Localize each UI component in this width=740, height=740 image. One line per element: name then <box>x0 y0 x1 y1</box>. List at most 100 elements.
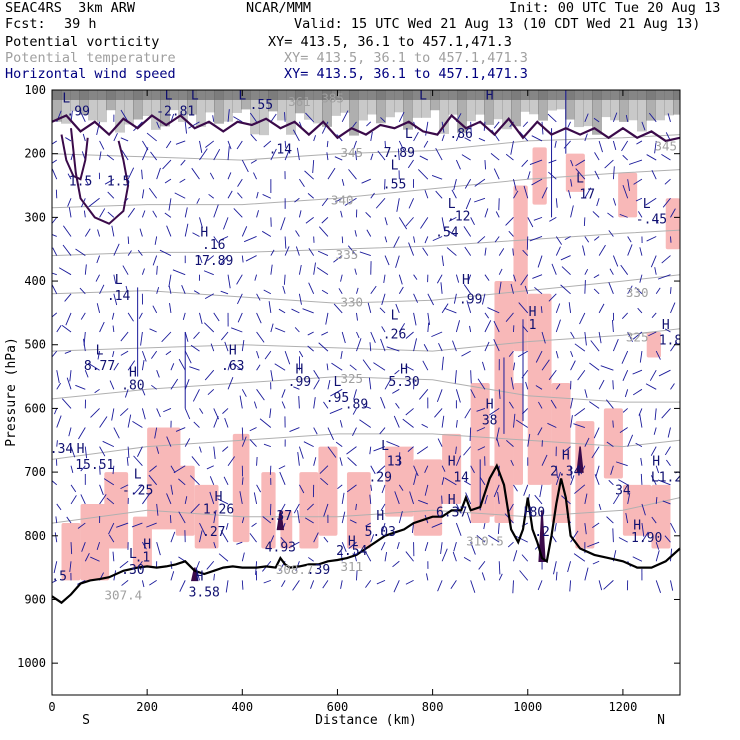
wind-speed-shade <box>603 408 623 479</box>
wind-speed-shade <box>346 472 371 549</box>
wind-vector <box>61 325 72 333</box>
pv-shade-cell <box>610 90 620 121</box>
wind-vector <box>137 446 143 457</box>
wind-vector <box>570 159 574 167</box>
wind-vector <box>353 389 357 400</box>
pv-shade-cell <box>124 90 134 125</box>
wind-vector <box>107 211 115 218</box>
wind-vector <box>422 360 429 371</box>
extrema-label: 4.93 <box>265 541 296 556</box>
wind-vector <box>574 408 586 417</box>
extrema-label: .54 <box>435 225 459 240</box>
wind-vector <box>195 567 200 581</box>
wind-speed-shade <box>513 382 523 485</box>
wind-vector <box>376 465 386 474</box>
wind-vector <box>317 250 329 256</box>
wind-vector <box>125 285 129 294</box>
wind-vector <box>227 172 232 180</box>
wind-vector <box>570 415 573 428</box>
wind-vector <box>141 210 146 218</box>
wind-vector <box>96 255 100 264</box>
extrema-label: 13 <box>387 455 403 470</box>
wind-vector <box>359 251 371 257</box>
wind-vector <box>418 499 429 505</box>
wind-vector <box>166 225 172 237</box>
wind-vector <box>655 350 661 360</box>
wind-vector <box>193 290 200 295</box>
extrema-label: L <box>129 547 137 562</box>
wind-vector <box>568 302 572 313</box>
wind-vector <box>58 267 72 276</box>
wind-vector <box>568 190 572 199</box>
wind-vector <box>270 264 273 275</box>
wind-vector <box>612 166 615 180</box>
wind-vector <box>88 197 100 208</box>
extrema-label: -2.81 <box>156 104 195 119</box>
wind-vector <box>598 580 603 591</box>
wind-vector <box>427 293 434 306</box>
wind-vector <box>349 519 357 524</box>
wind-vector <box>550 399 557 409</box>
wind-vector <box>423 140 429 148</box>
wind-vector <box>618 479 628 486</box>
extrema-label: L <box>165 89 173 104</box>
wind-vector <box>655 287 661 295</box>
wind-vector <box>222 446 229 452</box>
wind-vector <box>612 420 614 428</box>
wind-vector <box>263 579 272 584</box>
wind-vector <box>632 388 643 396</box>
pv-contours <box>52 113 680 582</box>
wind-vector <box>453 542 457 552</box>
theta-label: 330 <box>340 295 363 310</box>
wind-vector <box>152 255 158 266</box>
wind-vector <box>140 331 143 346</box>
wind-vector <box>133 484 143 495</box>
wind-speed-shade <box>665 198 680 250</box>
wind-vector <box>256 191 259 199</box>
wind-vector <box>188 121 200 129</box>
init-time: Init: 00 UTC Tue 20 Aug 13 <box>509 0 721 16</box>
wind-vector <box>313 397 316 409</box>
wind-vector <box>141 268 145 275</box>
wind-vector <box>209 491 215 505</box>
wind-vector <box>670 580 674 591</box>
wind-vector <box>137 249 143 256</box>
wind-vector <box>99 151 102 161</box>
extrema-label: .55 <box>383 178 406 193</box>
x-tick-label: 200 <box>136 700 158 714</box>
wind-vector <box>381 326 386 333</box>
wind-speed-shade <box>147 427 181 530</box>
isentrope-330 <box>52 274 680 304</box>
wind-vector <box>654 140 657 154</box>
y-tick-label: 200 <box>24 147 46 161</box>
wind-vector <box>464 480 471 486</box>
wind-vector <box>359 419 372 428</box>
wind-vector <box>166 436 172 447</box>
wind-vector <box>425 121 429 136</box>
wind-vector <box>241 517 245 524</box>
wind-vector <box>466 300 472 314</box>
wind-vector <box>281 580 286 588</box>
wind-vector <box>493 484 500 498</box>
wind-vector <box>529 236 543 242</box>
valid-time: Valid: 15 UTC Wed 21 Aug 13 (10 CDT Wed … <box>294 16 701 32</box>
wind-vector <box>204 369 215 381</box>
wind-vector <box>574 484 586 494</box>
wind-vector <box>256 350 260 359</box>
wind-vector <box>288 541 300 549</box>
wind-vector <box>424 190 429 199</box>
extrema-label: L <box>419 89 427 104</box>
wind-vector <box>615 461 628 467</box>
wind-vector <box>284 150 290 161</box>
wind-vector <box>56 324 62 333</box>
wind-speed-shade <box>385 446 414 517</box>
wind-vector <box>112 325 115 333</box>
extrema-label: 15.51 <box>75 458 114 473</box>
wind-vector <box>381 484 386 494</box>
pv-shade-cell <box>133 90 143 120</box>
wind-vector <box>612 140 617 151</box>
wind-vector <box>508 230 514 237</box>
wind-vector <box>541 187 548 199</box>
south-end-label: S <box>82 713 90 728</box>
wind-vector <box>337 484 343 490</box>
